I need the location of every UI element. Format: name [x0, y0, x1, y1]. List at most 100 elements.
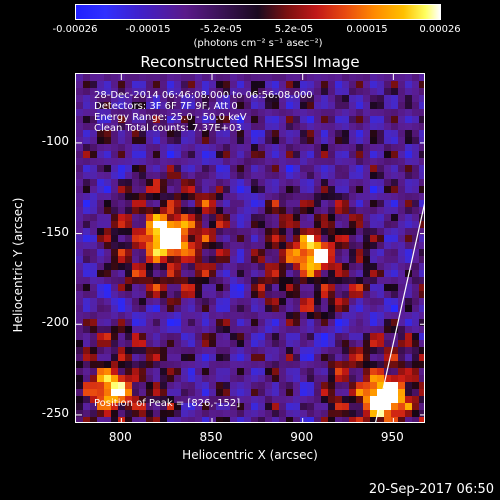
heatmap-cell — [321, 410, 328, 417]
heatmap-cell — [83, 277, 90, 284]
heatmap-cell — [328, 88, 335, 95]
heatmap-cell — [377, 74, 384, 81]
heatmap-cell — [293, 361, 300, 368]
heatmap-cell — [370, 382, 377, 389]
heatmap-cell — [118, 88, 125, 95]
heatmap-cell — [209, 298, 216, 305]
heatmap-cell — [146, 221, 153, 228]
heatmap-cell — [398, 242, 405, 249]
heatmap-cell — [76, 235, 83, 242]
heatmap-cell — [160, 319, 167, 326]
colorbar-tick: 0.00015 — [346, 24, 388, 35]
heatmap-cell — [90, 368, 97, 375]
heatmap-cell — [279, 270, 286, 277]
heatmap-cell — [230, 249, 237, 256]
heatmap-cell — [244, 137, 251, 144]
heatmap-cell — [342, 186, 349, 193]
heatmap-cell — [83, 221, 90, 228]
heatmap-cell — [83, 228, 90, 235]
heatmap-cell — [293, 179, 300, 186]
heatmap-cell — [286, 151, 293, 158]
heatmap-cell — [76, 347, 83, 354]
heatmap-cell — [370, 130, 377, 137]
heatmap-cell — [153, 249, 160, 256]
heatmap-cell — [265, 382, 272, 389]
heatmap-cell — [314, 88, 321, 95]
heatmap-cell — [405, 74, 412, 81]
heatmap-cell — [90, 102, 97, 109]
heatmap-cell — [321, 382, 328, 389]
heatmap-cell — [405, 179, 412, 186]
heatmap-cell — [272, 375, 279, 382]
heatmap-cell — [391, 263, 398, 270]
heatmap-cell — [153, 200, 160, 207]
heatmap-cell — [335, 375, 342, 382]
heatmap-cell — [111, 410, 118, 417]
heatmap-cell — [307, 88, 314, 95]
heatmap-cell — [286, 417, 293, 422]
heatmap-cell — [202, 284, 209, 291]
heatmap-cell — [139, 116, 146, 123]
heatmap-cell — [405, 333, 412, 340]
heatmap-cell — [153, 326, 160, 333]
heatmap-cell — [307, 333, 314, 340]
heatmap-cell — [83, 375, 90, 382]
heatmap-cell — [321, 179, 328, 186]
heatmap-cell — [90, 319, 97, 326]
heatmap-cell — [230, 403, 237, 410]
heatmap-cell — [230, 326, 237, 333]
heatmap-cell — [377, 88, 384, 95]
heatmap-cell — [90, 137, 97, 144]
heatmap-cell — [286, 270, 293, 277]
heatmap-cell — [181, 277, 188, 284]
heatmap-cell — [251, 109, 258, 116]
heatmap-cell — [209, 403, 216, 410]
heatmap-cell — [377, 410, 384, 417]
annotation-peak: Position of Peak = [826,-152] — [94, 398, 241, 409]
heatmap-cell — [174, 375, 181, 382]
heatmap-cell — [405, 102, 412, 109]
heatmap-cell — [279, 410, 286, 417]
heatmap-cell — [209, 319, 216, 326]
heatmap-cell — [132, 256, 139, 263]
heatmap-cell — [167, 158, 174, 165]
heatmap-cell — [153, 193, 160, 200]
heatmap-cell — [377, 284, 384, 291]
heatmap-cell — [384, 214, 391, 221]
heatmap-cell — [265, 305, 272, 312]
heatmap-cell — [321, 228, 328, 235]
heatmap-cell — [83, 298, 90, 305]
heatmap-cell — [195, 298, 202, 305]
heatmap-cell — [167, 347, 174, 354]
heatmap-cell — [342, 95, 349, 102]
heatmap-cell — [125, 235, 132, 242]
heatmap-cell — [139, 74, 146, 81]
heatmap-cell — [391, 165, 398, 172]
heatmap-cell — [90, 228, 97, 235]
heatmap-cell — [328, 256, 335, 263]
heatmap-cell — [300, 368, 307, 375]
heatmap-cell — [139, 228, 146, 235]
heatmap-cell — [335, 403, 342, 410]
heatmap-cell — [419, 263, 424, 270]
heatmap-cell — [153, 396, 160, 403]
heatmap-cell — [286, 333, 293, 340]
heatmap-cell — [279, 312, 286, 319]
heatmap-cell — [342, 312, 349, 319]
heatmap-cell — [174, 256, 181, 263]
heatmap-cell — [412, 340, 419, 347]
heatmap-cell — [146, 277, 153, 284]
heatmap-cell — [293, 389, 300, 396]
heatmap-cell — [202, 319, 209, 326]
heatmap-cell — [237, 109, 244, 116]
heatmap-cell — [188, 242, 195, 249]
heatmap-cell — [405, 137, 412, 144]
heatmap-cell — [272, 214, 279, 221]
heatmap-cell — [188, 263, 195, 270]
heatmap-cell — [391, 312, 398, 319]
heatmap-cell — [300, 333, 307, 340]
heatmap-cell — [300, 256, 307, 263]
heatmap-cell — [104, 277, 111, 284]
heatmap-cell — [349, 326, 356, 333]
heatmap-cell — [335, 193, 342, 200]
